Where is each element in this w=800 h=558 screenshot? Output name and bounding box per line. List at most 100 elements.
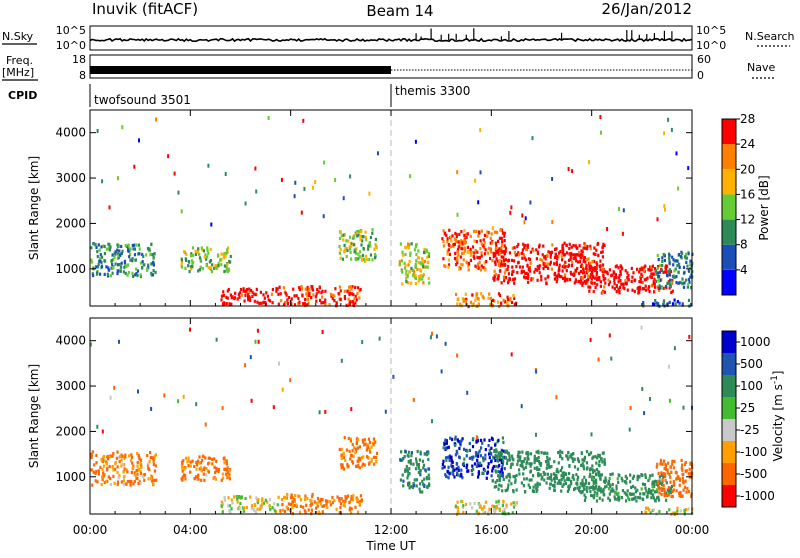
heatmap-cell bbox=[501, 231, 505, 235]
heatmap-cell bbox=[145, 253, 148, 257]
heatmap-cell bbox=[212, 266, 216, 270]
heatmap-cell bbox=[589, 467, 592, 471]
heatmap-cell bbox=[113, 255, 116, 259]
heatmap-cell bbox=[663, 253, 666, 257]
heatmap-cell bbox=[212, 476, 215, 481]
heatmap-cell bbox=[582, 271, 585, 275]
heatmap-cell bbox=[95, 265, 98, 269]
heatmap-cell bbox=[585, 263, 588, 267]
heatmap-cell bbox=[244, 293, 247, 297]
heatmap-cell bbox=[631, 497, 634, 501]
heatmap-cell bbox=[483, 438, 486, 442]
heatmap-cell bbox=[582, 259, 585, 263]
heatmap-cell bbox=[356, 464, 359, 469]
heatmap-cell bbox=[668, 398, 671, 403]
heatmap-cell bbox=[653, 490, 656, 494]
heatmap-cell bbox=[480, 463, 483, 467]
heatmap-cell bbox=[325, 502, 328, 506]
heatmap-cell bbox=[496, 250, 499, 254]
heatmap-cell bbox=[455, 462, 458, 466]
heatmap-cell bbox=[489, 302, 492, 306]
heatmap-cell bbox=[675, 489, 678, 493]
heatmap-cell bbox=[652, 280, 655, 284]
heatmap-cell bbox=[219, 258, 222, 262]
heatmap-cell bbox=[367, 456, 370, 460]
heatmap-cell bbox=[585, 485, 588, 490]
heatmap-cell bbox=[575, 246, 578, 250]
heatmap-cell bbox=[249, 298, 252, 303]
heatmap-cell bbox=[250, 398, 253, 403]
colorbar-segment bbox=[722, 375, 736, 397]
heatmap-cell bbox=[103, 473, 106, 477]
heatmap-cell bbox=[237, 292, 240, 296]
heatmap-cell bbox=[601, 291, 604, 295]
heatmap-cell bbox=[216, 267, 219, 271]
heatmap-cell bbox=[350, 407, 353, 412]
heatmap-cell bbox=[690, 471, 693, 475]
heatmap-cell bbox=[606, 227, 609, 231]
heatmap-cell bbox=[553, 255, 557, 260]
heatmap-cell bbox=[428, 477, 431, 481]
heatmap-cell bbox=[659, 270, 662, 274]
heatmap-cell bbox=[577, 250, 581, 255]
heatmap-cell bbox=[131, 257, 134, 261]
heatmap-cell bbox=[603, 243, 606, 247]
heatmap-cell bbox=[476, 297, 480, 301]
heatmap-cell bbox=[341, 257, 345, 261]
heatmap-cell bbox=[659, 278, 662, 282]
heatmap-cell bbox=[613, 275, 616, 279]
heatmap-cell bbox=[550, 478, 553, 482]
heatmap-cell bbox=[483, 505, 486, 509]
heatmap-cell bbox=[657, 258, 660, 262]
heatmap-cell bbox=[108, 205, 111, 210]
heatmap-cell bbox=[447, 465, 450, 469]
heatmap-cell bbox=[608, 268, 611, 272]
heatmap-cell bbox=[592, 485, 595, 489]
heatmap-cell bbox=[459, 255, 462, 259]
heatmap-cell bbox=[544, 277, 547, 281]
heatmap-cell bbox=[361, 340, 364, 345]
heatmap-cell bbox=[687, 472, 690, 476]
heatmap-cell bbox=[676, 506, 679, 510]
heatmap-cell bbox=[517, 450, 520, 454]
heatmap-cell bbox=[456, 170, 459, 175]
y-tick-label: 3000 bbox=[55, 379, 86, 393]
heatmap-cell bbox=[543, 478, 546, 482]
heatmap-cell bbox=[201, 458, 204, 463]
heatmap-cell bbox=[497, 248, 500, 252]
heatmap-cell bbox=[152, 462, 155, 466]
heatmap-cell bbox=[490, 474, 493, 478]
heatmap-cell bbox=[568, 277, 571, 282]
heatmap-cell bbox=[323, 504, 326, 508]
heatmap-cell bbox=[611, 285, 614, 289]
heatmap-cell bbox=[500, 301, 503, 305]
heatmap-cell bbox=[597, 254, 600, 258]
heatmap-cell bbox=[221, 510, 224, 514]
heatmap-cell bbox=[510, 482, 513, 486]
heatmap-cell bbox=[495, 244, 498, 248]
heatmap-cell bbox=[620, 267, 623, 271]
heatmap-cell bbox=[463, 233, 466, 238]
heatmap-cell bbox=[482, 266, 485, 270]
heatmap-cell bbox=[495, 246, 498, 250]
heatmap-cell bbox=[649, 275, 652, 279]
heatmap-cell bbox=[461, 297, 464, 301]
heatmap-cell bbox=[536, 265, 539, 269]
heatmap-cell bbox=[286, 298, 289, 302]
heatmap-cell bbox=[582, 487, 586, 491]
heatmap-cell bbox=[422, 463, 426, 467]
heatmap-cell bbox=[138, 252, 141, 256]
heatmap-cell bbox=[593, 480, 596, 484]
heatmap-cell bbox=[676, 509, 679, 513]
heatmap-cell bbox=[544, 262, 547, 266]
heatmap-cell bbox=[354, 447, 357, 451]
heatmap-cell bbox=[209, 247, 212, 251]
heatmap-cell bbox=[326, 499, 329, 503]
heatmap-cell bbox=[442, 459, 445, 463]
heatmap-cell bbox=[682, 405, 685, 410]
heatmap-cell bbox=[672, 258, 675, 262]
heatmap-cell bbox=[305, 503, 308, 507]
heatmap-cell bbox=[256, 300, 259, 304]
heatmap-cell bbox=[275, 510, 278, 514]
